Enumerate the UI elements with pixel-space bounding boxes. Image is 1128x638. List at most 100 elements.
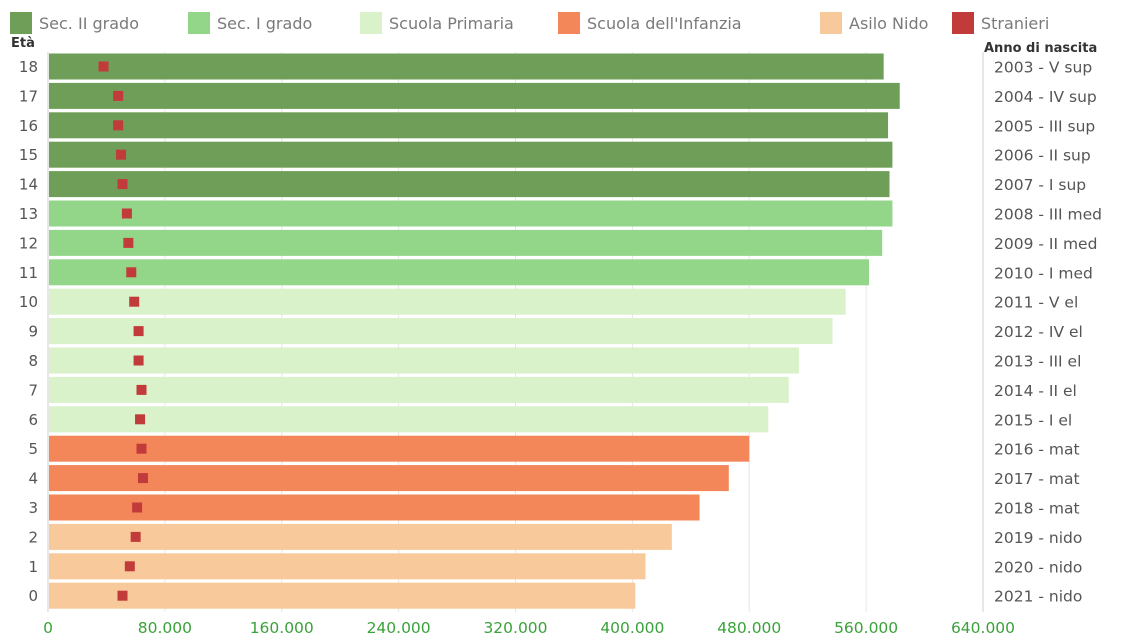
birth-year-label: 2012 - IV el (994, 323, 1083, 341)
legend-swatch (360, 12, 382, 34)
birth-year-label: 2005 - III sup (994, 117, 1095, 135)
stranieri-marker-age-0 (117, 590, 128, 601)
stranieri-marker-age-1 (124, 561, 135, 572)
age-tick-label: 3 (28, 499, 38, 517)
bar-age-4 (49, 465, 729, 492)
stranieri-marker-age-17 (113, 90, 124, 101)
age-tick-label: 15 (19, 146, 38, 164)
birth-year-label: 2014 - II el (994, 382, 1077, 400)
legend-label: Scuola dell'Infanzia (587, 14, 742, 33)
bar-age-15 (49, 141, 893, 168)
stranieri-marker-age-7 (136, 384, 147, 395)
birth-year-label: 2017 - mat (994, 470, 1080, 488)
birth-year-label: 2013 - III el (994, 353, 1081, 371)
bar-age-18 (49, 53, 884, 80)
legend: Sec. II grado Sec. I grado Scuola Primaria… (10, 12, 1049, 34)
age-tick-label: 11 (19, 264, 38, 282)
birth-year-label: 2021 - nido (994, 588, 1082, 606)
x-tick-label: 640.000 (951, 619, 1015, 637)
bar-age-2 (49, 523, 672, 550)
age-tick-label: 17 (19, 87, 38, 105)
legend-item-nido[interactable]: Asilo Nido (820, 12, 928, 34)
bar-age-13 (49, 200, 893, 227)
stranieri-marker-age-3 (132, 502, 143, 513)
y-axis-title: Età (11, 36, 35, 51)
legend-swatch (10, 12, 32, 34)
bar-layer (49, 53, 900, 609)
stranieri-marker-age-11 (126, 267, 137, 278)
birth-year-label: 2016 - mat (994, 441, 1080, 459)
x-tick-label: 160.000 (250, 619, 314, 637)
birth-year-label: 2018 - mat (994, 500, 1080, 518)
bar-age-3 (49, 494, 700, 521)
birth-year-label: 2010 - I med (994, 264, 1093, 282)
stranieri-marker-age-12 (123, 237, 134, 248)
age-tick-label: 2 (28, 528, 38, 546)
legend-item-stran[interactable]: Stranieri (952, 12, 1049, 34)
birth-year-label: 2019 - nido (994, 529, 1082, 547)
x-tick-label: 320.000 (483, 619, 547, 637)
legend-item-sec1[interactable]: Sec. I grado (188, 12, 312, 34)
birth-year-label: 2006 - II sup (994, 147, 1091, 165)
bar-age-5 (49, 435, 750, 462)
legend-swatch (188, 12, 210, 34)
stranieri-marker-age-13 (121, 208, 132, 219)
stranieri-marker-age-6 (135, 414, 146, 425)
birth-year-label: 2011 - V el (994, 294, 1078, 312)
bar-age-12 (49, 229, 883, 256)
stranieri-marker-age-15 (116, 149, 127, 160)
legend-label: Stranieri (981, 14, 1049, 33)
bar-age-16 (49, 112, 889, 139)
age-tick-label: 6 (28, 411, 38, 429)
age-tick-label: 5 (28, 440, 38, 458)
birth-year-label: 2008 - III med (994, 206, 1102, 224)
secondary-axis-title: Anno di nascita (984, 41, 1097, 56)
stranieri-marker-age-14 (117, 179, 128, 190)
legend-swatch (820, 12, 842, 34)
age-tick-label: 14 (19, 176, 38, 194)
legend-item-sec2[interactable]: Sec. II grado (10, 12, 139, 34)
bar-age-11 (49, 259, 870, 286)
legend-swatch (952, 12, 974, 34)
age-tick-label: 9 (28, 323, 38, 341)
legend-label: Scuola Primaria (389, 14, 514, 33)
birth-year-label: 2020 - nido (994, 558, 1082, 576)
age-tick-label: 18 (19, 58, 38, 76)
bar-age-17 (49, 82, 900, 109)
bar-age-8 (49, 347, 799, 374)
legend-label: Sec. II grado (39, 14, 139, 33)
bar-age-6 (49, 406, 769, 433)
age-tick-label: 12 (19, 234, 38, 252)
x-tick-label: 560.000 (834, 619, 898, 637)
age-tick-label: 16 (19, 117, 38, 135)
birth-year-label: 2009 - II med (994, 235, 1097, 253)
legend-item-inf[interactable]: Scuola dell'Infanzia (558, 12, 742, 34)
age-tick-label: 8 (28, 352, 38, 370)
bar-age-10 (49, 288, 846, 315)
legend-label: Sec. I grado (217, 14, 312, 33)
stranieri-marker-age-2 (130, 531, 141, 542)
legend-item-prim[interactable]: Scuola Primaria (360, 12, 514, 34)
age-tick-label: 1 (28, 558, 38, 576)
x-tick-label: 400.000 (600, 619, 664, 637)
birth-year-label: 2007 - I sup (994, 176, 1086, 194)
stranieri-marker-age-4 (137, 473, 148, 484)
age-tick-label: 10 (19, 293, 38, 311)
stranieri-marker-age-10 (129, 296, 140, 307)
age-tick-label: 4 (28, 470, 38, 488)
x-tick-label: 0 (43, 619, 53, 637)
stranieri-marker-age-18 (98, 61, 109, 72)
bar-age-9 (49, 318, 833, 345)
birth-year-label: 2003 - V sup (994, 59, 1092, 77)
age-tick-label: 7 (28, 381, 38, 399)
x-tick-label: 80.000 (138, 619, 192, 637)
stranieri-marker-age-5 (136, 443, 147, 454)
legend-swatch (558, 12, 580, 34)
birth-year-label: 2004 - IV sup (994, 88, 1097, 106)
bar-age-7 (49, 376, 789, 403)
bar-age-14 (49, 171, 890, 198)
legend-label: Asilo Nido (849, 14, 928, 33)
stranieri-marker-age-16 (113, 120, 124, 131)
